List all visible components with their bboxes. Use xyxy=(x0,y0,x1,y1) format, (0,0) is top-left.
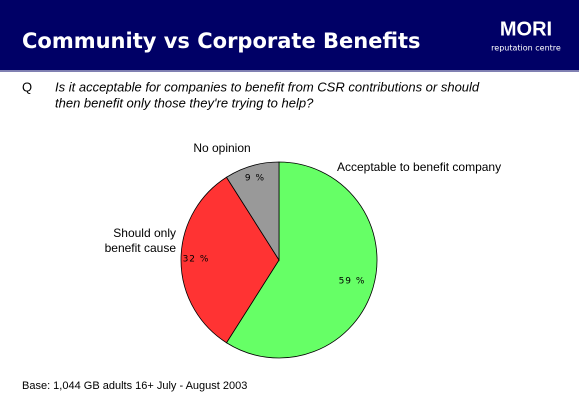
value-label: 32 % xyxy=(183,255,210,265)
pie-slice xyxy=(225,161,378,359)
question-text: Is it acceptable for companies to benefi… xyxy=(55,79,480,94)
logo-subtitle: reputation centre xyxy=(491,44,561,53)
logo: MORI xyxy=(500,18,552,40)
value-label: 9 % xyxy=(245,174,265,184)
question-text: then benefit only those they're trying t… xyxy=(55,95,314,110)
question-label: Q xyxy=(22,79,32,94)
header-band xyxy=(0,0,579,70)
slice-label: No opinion xyxy=(193,141,250,155)
pie-slice xyxy=(180,176,280,344)
slide-title: Community vs Corporate Benefits xyxy=(22,29,421,53)
pie-slice xyxy=(225,161,280,262)
value-label: 59 % xyxy=(339,277,366,287)
slice-label: Acceptable to benefit company xyxy=(337,160,501,174)
footnote: Base: 1,044 GB adults 16+ July - August … xyxy=(22,380,247,392)
slice-label: Should only benefit cause xyxy=(105,226,177,255)
